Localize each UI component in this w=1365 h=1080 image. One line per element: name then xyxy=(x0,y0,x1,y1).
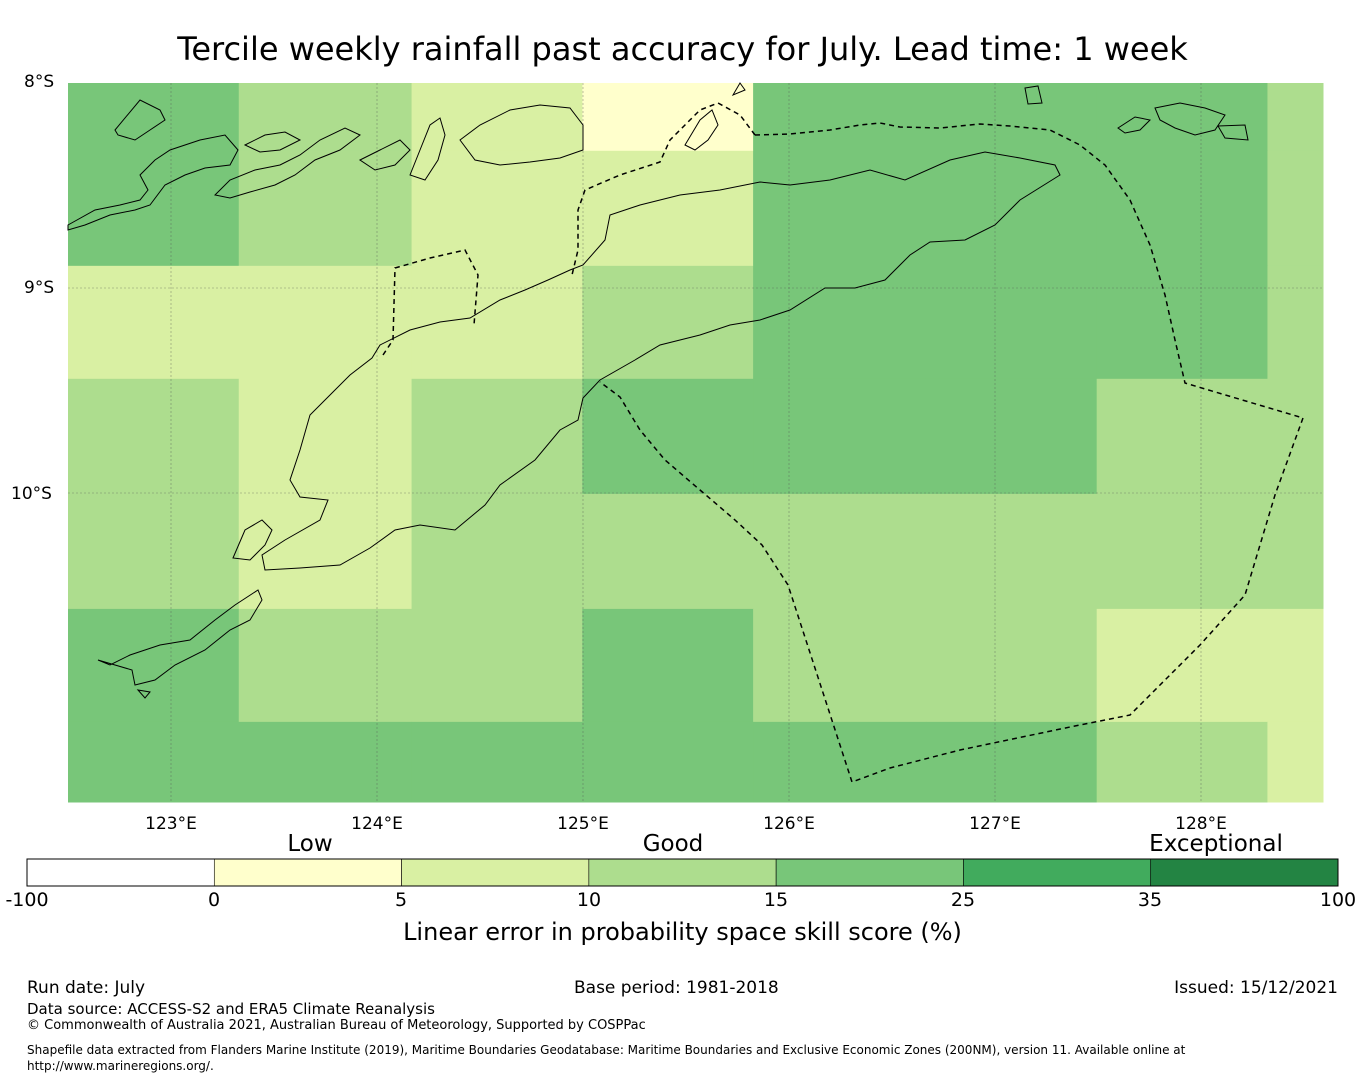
skill-cell xyxy=(1267,721,1324,803)
issued-date: Issued: 15/12/2021 xyxy=(1174,978,1338,998)
lon-label-125e: 125°E xyxy=(557,814,609,834)
skill-cell xyxy=(753,721,927,803)
skill-cell xyxy=(925,378,1098,495)
colorbar-swatch xyxy=(1150,858,1339,887)
colorbar-swatch xyxy=(775,858,964,887)
colorbar-tick-label: 25 xyxy=(950,889,976,911)
colorbar-tick-label: 15 xyxy=(763,889,789,911)
graticule-lines xyxy=(68,83,1323,802)
skill-cell xyxy=(1267,83,1324,152)
map-title: Tercile weekly rainfall past accuracy fo… xyxy=(177,30,1188,68)
category-label-exceptional: Exceptional xyxy=(1149,831,1283,857)
lon-label-126e: 126°E xyxy=(763,814,815,834)
data-source: Data source: ACCESS-S2 and ERA5 Climate … xyxy=(27,1000,435,1018)
base-period: Base period: 1981-2018 xyxy=(574,978,779,998)
category-label-good: Good xyxy=(642,831,704,857)
skill-cell xyxy=(238,493,413,610)
skill-cell xyxy=(753,608,927,723)
skill-cell xyxy=(753,83,927,152)
skill-cell xyxy=(582,150,754,267)
skill-cell xyxy=(411,378,583,495)
skill-cell xyxy=(68,378,240,495)
colorbar-swatch xyxy=(963,858,1152,887)
skill-cell xyxy=(1096,721,1268,803)
colorbar-tick-label: 35 xyxy=(1137,889,1163,911)
lat-label-10s: 10°S xyxy=(11,484,52,504)
skill-cell xyxy=(68,608,240,723)
skill-cell xyxy=(925,265,1098,380)
skill-cell xyxy=(411,150,583,267)
skill-cell xyxy=(1096,378,1268,495)
colorbar-swatch xyxy=(401,858,590,887)
lon-label-123e: 123°E xyxy=(145,814,197,834)
skill-cell xyxy=(238,721,413,803)
colorbar-outline xyxy=(26,858,1339,887)
skill-grid-cells xyxy=(68,83,1324,803)
skill-cell xyxy=(925,721,1098,803)
skill-cell xyxy=(753,493,927,610)
skill-cell xyxy=(238,378,413,495)
skill-cell xyxy=(1096,608,1268,723)
skill-cell xyxy=(925,493,1098,610)
skill-cell xyxy=(68,150,240,267)
skill-cell xyxy=(411,608,583,723)
skill-cell xyxy=(411,493,583,610)
lon-label-127e: 127°E xyxy=(969,814,1021,834)
skill-cell xyxy=(68,265,240,380)
coastline-outlines xyxy=(67,82,1249,699)
skill-cell xyxy=(68,721,240,803)
copyright-notice: © Commonwealth of Australia 2021, Austra… xyxy=(27,1018,646,1033)
skill-cell xyxy=(238,83,413,152)
skill-cell xyxy=(582,721,754,803)
colorbar-tick-label: -100 xyxy=(5,889,49,911)
skill-cell xyxy=(1096,83,1268,152)
skill-cell xyxy=(238,608,413,723)
skill-cell xyxy=(753,265,927,380)
skill-cell xyxy=(68,83,240,152)
skill-cell xyxy=(753,150,927,267)
skill-cell xyxy=(1267,493,1324,610)
skill-cell xyxy=(68,493,240,610)
lat-label-8s: 8°S xyxy=(24,72,55,92)
skill-cell xyxy=(925,608,1098,723)
skill-cell xyxy=(582,265,754,380)
colorbar-swatches xyxy=(26,858,1339,887)
colorbar-tick-label: 0 xyxy=(207,889,221,911)
colorbar-axis-label: Linear error in probability space skill … xyxy=(403,918,962,946)
colorbar-swatch xyxy=(213,858,402,887)
skill-cell xyxy=(1267,265,1324,380)
skill-cell xyxy=(238,150,413,267)
colorbar-tick-label: 5 xyxy=(394,889,408,911)
colorbar-tick-label: 100 xyxy=(1319,889,1357,911)
skill-cell xyxy=(925,83,1098,152)
skill-cell xyxy=(582,608,754,723)
run-date: Run date: July xyxy=(27,978,146,998)
skill-cell xyxy=(1096,265,1268,380)
skill-cell xyxy=(238,265,413,380)
colorbar-swatch xyxy=(588,858,777,887)
skill-cell xyxy=(582,493,754,610)
skill-cell xyxy=(582,378,754,495)
skill-cell xyxy=(1267,150,1324,267)
skill-cell xyxy=(1267,608,1324,723)
timor-leste-maritime-boundary xyxy=(382,102,1304,783)
skill-cell xyxy=(411,265,583,380)
skill-cell xyxy=(582,83,754,152)
category-label-low: Low xyxy=(287,831,333,857)
lon-label-128e: 128°E xyxy=(1175,814,1227,834)
lon-label-124e: 124°E xyxy=(351,814,403,834)
lat-label-9s: 9°S xyxy=(24,278,55,298)
skill-cell xyxy=(411,83,583,152)
skill-cell xyxy=(753,378,927,495)
skill-cell xyxy=(1096,150,1268,267)
skill-cell xyxy=(411,721,583,803)
colorbar-swatch xyxy=(26,858,215,887)
skill-cell xyxy=(1096,493,1268,610)
colorbar-tick-label: 10 xyxy=(576,889,602,911)
shapefile-credit: Shapefile data extracted from Flanders M… xyxy=(27,1043,1186,1073)
